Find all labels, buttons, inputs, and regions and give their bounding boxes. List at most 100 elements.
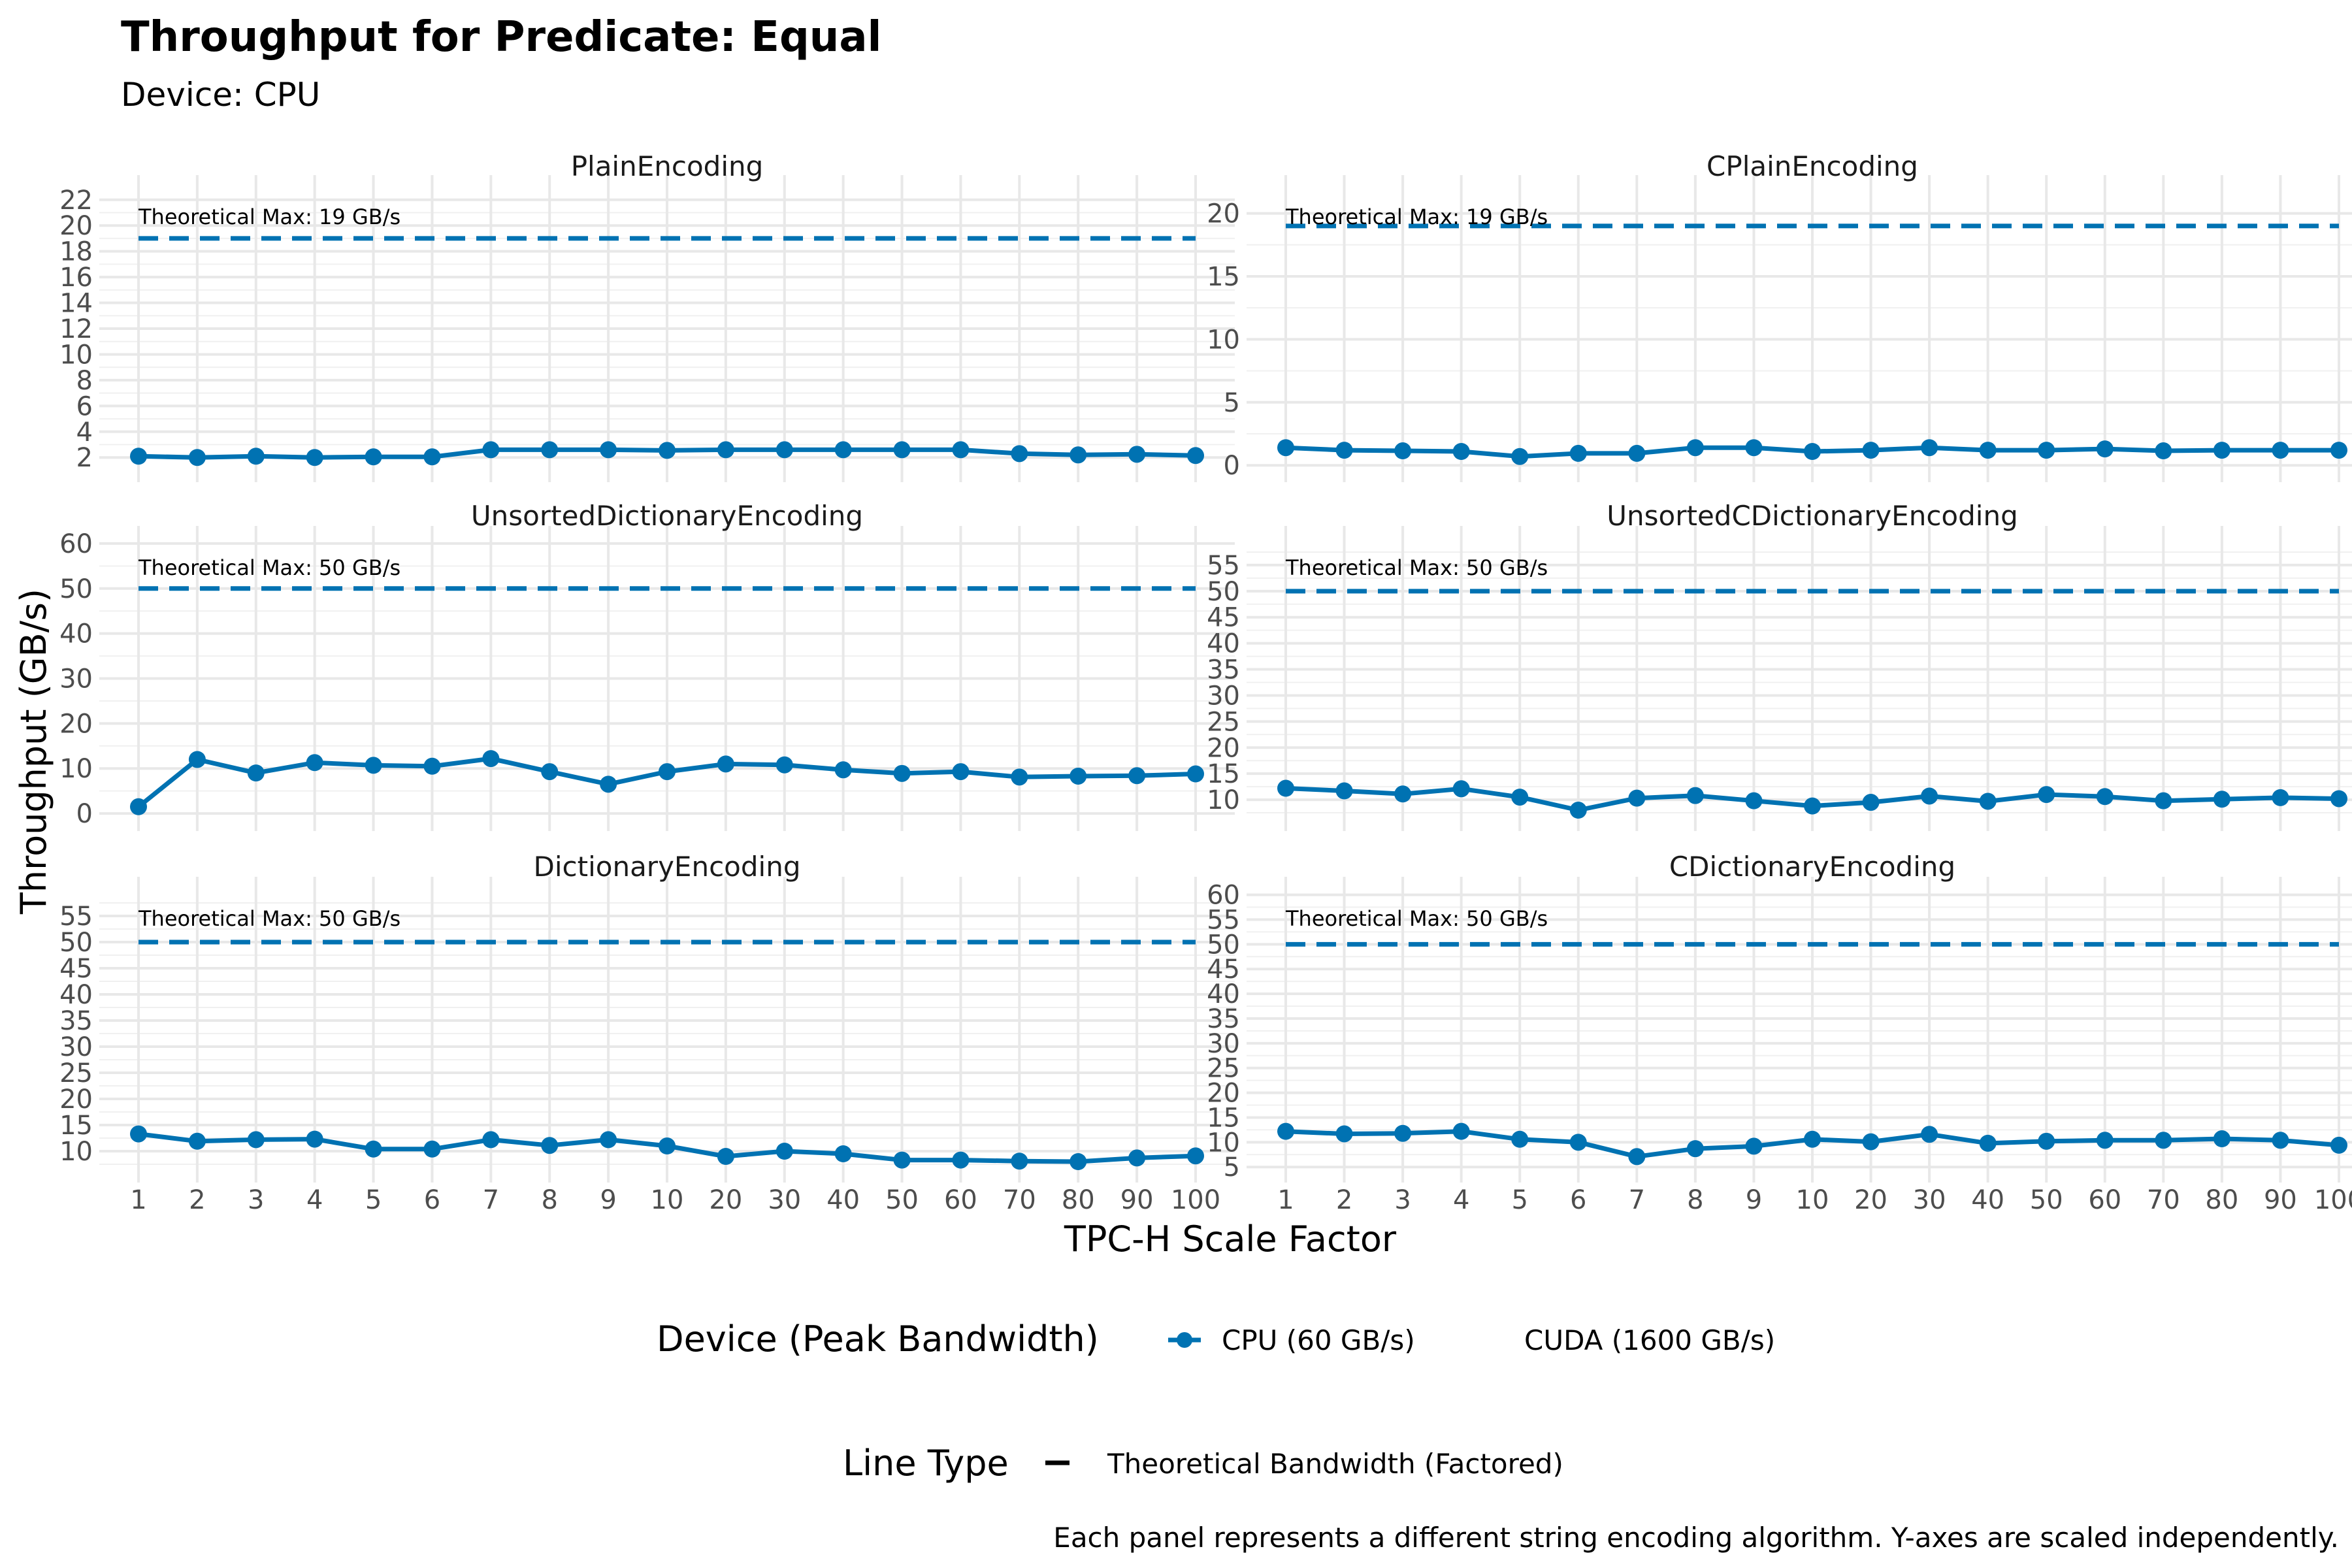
data-point-cpu xyxy=(893,441,911,459)
data-point-cpu xyxy=(1979,792,1997,810)
y-tick-label: 35 xyxy=(59,1006,93,1036)
data-point-cpu xyxy=(893,1151,911,1169)
data-point-cpu xyxy=(600,1131,617,1149)
data-point-cpu xyxy=(1921,439,1938,457)
x-tick-label: 50 xyxy=(885,1185,919,1215)
data-point-cpu xyxy=(659,442,676,459)
panel-strip-label: DictionaryEncoding xyxy=(534,851,801,883)
data-point-cpu xyxy=(247,1131,265,1149)
data-point-cpu xyxy=(541,1137,559,1154)
x-tick-label: 8 xyxy=(541,1185,557,1215)
data-point-cpu xyxy=(1011,445,1028,463)
y-tick-label: 15 xyxy=(1207,262,1240,292)
data-point-cpu xyxy=(2038,786,2055,804)
data-point-cpu xyxy=(423,448,441,466)
data-point-cpu xyxy=(482,1131,500,1149)
data-point-cpu xyxy=(1277,439,1294,457)
theoretical-max-annotation: Theoretical Max: 50 GB/s xyxy=(1285,555,1548,580)
data-point-cpu xyxy=(717,755,734,773)
data-point-cpu xyxy=(1335,442,1353,459)
y-tick-label: 12 xyxy=(59,314,93,344)
data-point-cpu xyxy=(130,798,147,815)
y-tick-label: 10 xyxy=(1207,1128,1240,1158)
y-tick-label: 55 xyxy=(1207,551,1240,581)
data-point-cpu xyxy=(1452,443,1470,461)
data-point-cpu xyxy=(2272,789,2289,806)
y-tick-label: 50 xyxy=(59,574,93,604)
data-point-cpu xyxy=(1335,782,1353,800)
data-point-cpu xyxy=(2272,442,2289,459)
data-point-cpu xyxy=(1569,444,1587,462)
y-tick-label: 30 xyxy=(1207,681,1240,711)
data-point-cpu xyxy=(306,1130,323,1148)
data-point-cpu xyxy=(952,763,970,781)
y-tick-label: 0 xyxy=(1224,451,1240,481)
x-tick-label: 60 xyxy=(944,1185,977,1215)
data-point-cpu xyxy=(2330,790,2347,808)
y-axis-title: Throughput (GB/s) xyxy=(13,589,54,915)
x-tick-label: 9 xyxy=(600,1185,616,1215)
panel-strip-label: UnsortedDictionaryEncoding xyxy=(471,500,863,532)
data-point-cpu xyxy=(1070,446,1087,464)
data-point-cpu xyxy=(306,449,323,466)
y-tick-label: 25 xyxy=(59,1058,93,1088)
y-tick-label: 25 xyxy=(1207,1054,1240,1084)
data-point-cpu xyxy=(365,448,382,466)
x-tick-label: 70 xyxy=(1003,1185,1036,1215)
x-tick-label: 20 xyxy=(709,1185,742,1215)
y-tick-label: 10 xyxy=(59,340,93,370)
data-point-cpu xyxy=(1745,1137,1763,1155)
y-tick-label: 6 xyxy=(76,391,93,421)
data-point-cpu xyxy=(1511,1130,1529,1148)
data-point-cpu xyxy=(423,1140,441,1158)
y-tick-label: 15 xyxy=(59,1111,93,1141)
x-tick-label: 10 xyxy=(651,1185,684,1215)
legend-linetype-label: Theoretical Bandwidth (Factored) xyxy=(1107,1448,1563,1480)
x-tick-label: 90 xyxy=(2264,1185,2297,1215)
x-tick-label: 3 xyxy=(1394,1185,1411,1215)
data-point-cpu xyxy=(659,763,676,781)
data-point-cpu xyxy=(1187,765,1204,783)
data-point-cpu xyxy=(1187,447,1204,465)
data-point-cpu xyxy=(1628,789,1646,807)
data-point-cpu xyxy=(1804,1130,1821,1148)
data-point-cpu xyxy=(188,751,206,768)
data-point-cpu xyxy=(1394,442,1412,460)
y-tick-label: 40 xyxy=(1207,629,1240,659)
x-tick-label: 40 xyxy=(1971,1185,2004,1215)
legend-cpu-point-key xyxy=(1177,1332,1192,1348)
data-point-cpu xyxy=(188,1132,206,1150)
legend-linetype: Line Type Theoretical Bandwidth (Factore… xyxy=(843,1443,1563,1484)
y-tick-label: 15 xyxy=(1207,759,1240,789)
panel-unsorted-dictionary-encoding: 0 10 20 30 40 50 60 UnsortedDictionaryEncoding T… xyxy=(59,500,1235,831)
x-axis-title: TPC-H Scale Factor xyxy=(1064,1218,1397,1260)
data-point-cpu xyxy=(1128,1149,1146,1167)
data-point-cpu xyxy=(1686,439,1704,457)
data-point-cpu xyxy=(717,441,734,459)
y-tick-label: 60 xyxy=(1207,881,1240,911)
y-tick-label: 20 xyxy=(1207,199,1240,229)
data-point-cpu xyxy=(776,1143,793,1160)
data-point-cpu xyxy=(600,441,617,459)
data-point-cpu xyxy=(2155,442,2172,460)
data-point-cpu xyxy=(365,1140,382,1158)
data-point-cpu xyxy=(247,448,265,465)
data-point-cpu xyxy=(1628,444,1646,462)
data-point-cpu xyxy=(1569,1134,1587,1151)
x-tick-label: 6 xyxy=(1570,1185,1586,1215)
y-tick-label: 20 xyxy=(1207,733,1240,763)
x-tick-label: 80 xyxy=(2205,1185,2238,1215)
data-point-cpu xyxy=(1277,779,1294,797)
data-point-cpu xyxy=(2155,1132,2172,1149)
x-tick-label: 10 xyxy=(1796,1185,1829,1215)
y-tick-label: 14 xyxy=(59,289,93,319)
data-point-cpu xyxy=(1452,780,1470,798)
y-tick-label: 10 xyxy=(1207,785,1240,815)
data-point-cpu xyxy=(1128,767,1146,785)
x-tick-label: 5 xyxy=(1511,1185,1527,1215)
y-tick-label: 20 xyxy=(59,1085,93,1115)
x-tick-label: 30 xyxy=(1913,1185,1946,1215)
theoretical-max-annotation: Theoretical Max: 50 GB/s xyxy=(1285,906,1548,931)
data-point-cpu xyxy=(188,449,206,466)
